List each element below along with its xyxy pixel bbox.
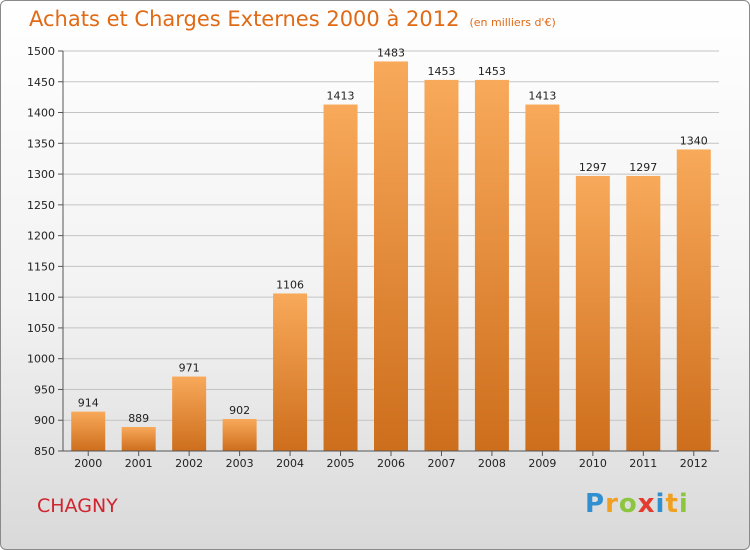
bar <box>121 427 156 451</box>
bar <box>222 419 257 451</box>
bar <box>575 175 610 451</box>
y-tick-label: 1000 <box>27 353 55 366</box>
bar <box>374 61 408 451</box>
y-tick-label: 1350 <box>27 137 55 150</box>
bar <box>626 175 661 451</box>
y-tick-label: 1050 <box>27 322 55 335</box>
y-tick-label: 1500 <box>27 45 55 58</box>
bar <box>71 411 106 451</box>
y-tick-label: 1150 <box>27 260 55 273</box>
y-tick-label: 1450 <box>27 76 55 89</box>
chart-subtitle: (en milliers d'€) <box>469 16 556 29</box>
x-axis-ticks: 2000 2001 2002 2003 2004 2005 2006 2007 2008 2009… <box>74 451 708 470</box>
bar-value-label: 971 <box>179 362 200 375</box>
x-tick-label: 2008 <box>478 457 506 470</box>
logo-letter: t <box>665 489 679 519</box>
bar-value-label: 902 <box>229 404 250 417</box>
bar <box>474 79 509 451</box>
y-tick-label: 1300 <box>27 168 55 181</box>
bars <box>71 61 711 452</box>
y-tick-label: 1100 <box>27 291 55 304</box>
y-tick-label: 850 <box>34 445 55 458</box>
bar-value-label: 1297 <box>629 161 657 174</box>
y-tick-label: 1250 <box>27 199 55 212</box>
logo-letter: i <box>678 489 689 519</box>
x-tick-label: 2007 <box>427 457 455 470</box>
bar <box>525 104 560 452</box>
axes <box>62 51 719 452</box>
bar-value-label: 1483 <box>377 46 405 59</box>
bar-value-label: 1453 <box>478 65 506 78</box>
x-tick-label: 2002 <box>175 457 203 470</box>
bar-value-label: 1413 <box>327 90 355 103</box>
chart-title: Achats et Charges Externes 2000 à 2012 <box>29 7 460 31</box>
x-tick-label: 2000 <box>74 457 102 470</box>
bar-value-label: 1106 <box>276 278 304 291</box>
bar-value-label: 1413 <box>528 90 556 103</box>
bar <box>323 104 358 452</box>
value-labels: 914 889 971 902 1106 1413 1483 1453 1453 1413 1297… <box>78 46 708 425</box>
logo-letter: x <box>637 489 656 519</box>
chart-header: Achats et Charges Externes 2000 à 2012 (e… <box>29 7 556 31</box>
x-tick-label: 2009 <box>528 457 556 470</box>
y-tick-label: 1200 <box>27 230 55 243</box>
bar <box>172 376 207 451</box>
x-tick-label: 2003 <box>226 457 254 470</box>
y-tick-label: 900 <box>34 414 55 427</box>
y-tick-label: 950 <box>34 383 55 396</box>
commune-name: CHAGNY <box>37 495 118 517</box>
x-tick-label: 2010 <box>579 457 607 470</box>
x-tick-label: 2006 <box>377 457 405 470</box>
bar-value-label: 914 <box>78 397 99 410</box>
x-tick-label: 2005 <box>327 457 355 470</box>
bar <box>424 79 459 451</box>
y-axis-ticks: 850 900 950 1000 1050 1100 1150 1200 1250 1300 135… <box>27 45 63 458</box>
logo-letter: o <box>618 489 638 519</box>
x-tick-label: 2001 <box>125 457 153 470</box>
logo-letter: P <box>585 489 606 519</box>
bar <box>273 293 308 451</box>
x-tick-label: 2012 <box>680 457 708 470</box>
bar <box>676 149 711 451</box>
proxiti-logo: Proxiti <box>585 489 689 519</box>
bar-value-label: 1340 <box>680 134 708 147</box>
bar-value-label: 889 <box>128 412 149 425</box>
x-tick-label: 2011 <box>629 457 657 470</box>
bar-value-label: 1453 <box>427 65 455 78</box>
logo-letter: i <box>655 489 666 519</box>
x-tick-label: 2004 <box>276 457 304 470</box>
logo-letter: r <box>605 489 619 519</box>
bar-value-label: 1297 <box>579 161 607 174</box>
y-tick-label: 1400 <box>27 107 55 120</box>
